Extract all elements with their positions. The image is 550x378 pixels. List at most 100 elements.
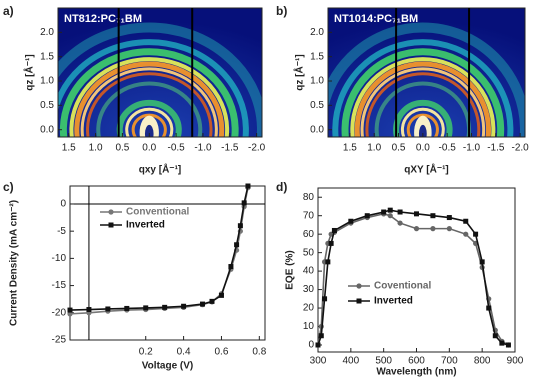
marker	[108, 222, 114, 228]
x-tick-label: 0.0	[416, 143, 430, 154]
x-tick-label: 0.6	[215, 347, 229, 358]
beam-stop	[144, 124, 154, 137]
y-tick-label: 0	[308, 340, 314, 351]
marker	[67, 307, 73, 313]
marker	[397, 209, 403, 215]
x-tick-label: 900	[507, 356, 524, 367]
marker	[67, 311, 73, 317]
y-tick-label: 0	[60, 199, 66, 210]
marker	[430, 226, 436, 232]
y-tick-label: 1.5	[310, 51, 324, 62]
ring	[96, 81, 203, 137]
x-tick-label: 0.5	[115, 143, 129, 154]
y-tick-label: 80	[303, 192, 315, 203]
y-tick-label: -20	[52, 307, 67, 318]
x-tick-label: 400	[342, 356, 359, 367]
marker	[387, 207, 393, 213]
marker	[209, 298, 215, 304]
marker	[200, 301, 206, 307]
y-tick-label: 30	[303, 284, 315, 295]
marker	[328, 240, 334, 246]
ring	[332, 39, 514, 137]
y-tick-label: 0.5	[310, 100, 324, 111]
ring	[350, 57, 496, 137]
y-tick-label: 2.0	[310, 27, 324, 38]
ring	[365, 72, 481, 137]
y-tick-label: -15	[52, 280, 67, 291]
axes-frame	[69, 185, 266, 341]
y-tick-label: -25	[52, 335, 67, 346]
ring	[58, 39, 249, 137]
panel-label: b)	[276, 4, 287, 18]
y-tick-label: 1.0	[40, 76, 54, 87]
y-axis-label: qz [Å⁻¹]	[293, 54, 306, 90]
marker	[234, 242, 240, 248]
ring	[59, 48, 239, 137]
marker	[499, 340, 505, 346]
y-tick-label: 1.5	[40, 51, 54, 62]
ring	[131, 113, 167, 137]
marker	[318, 333, 324, 339]
ring	[354, 61, 491, 137]
marker	[356, 298, 362, 304]
marker	[463, 218, 469, 224]
x-tick-label: -0.5	[167, 143, 185, 154]
marker	[463, 231, 469, 237]
ring	[400, 107, 445, 137]
y-tick-label: -5	[57, 226, 66, 237]
y-tick-label: 70	[303, 210, 315, 221]
x-tick-label: 1.5	[343, 143, 357, 154]
marker	[108, 209, 114, 215]
x-tick-label: 500	[375, 356, 392, 367]
ring	[74, 61, 225, 137]
marker	[143, 305, 149, 311]
series-line	[317, 213, 509, 346]
panel-title: NT1014:PC₇₁BM	[334, 13, 418, 25]
x-tick-label: -0.5	[439, 143, 457, 154]
marker	[241, 200, 247, 206]
marker	[181, 303, 187, 309]
marker	[473, 231, 479, 237]
y-tick-label: 1.0	[310, 76, 324, 87]
marker	[228, 264, 234, 270]
legend-label: Conventional	[126, 207, 190, 218]
panel-label: c)	[3, 180, 14, 194]
marker	[430, 213, 436, 219]
x-tick-label: 0.4	[177, 347, 191, 358]
marker	[397, 220, 403, 226]
y-tick-label: 20	[303, 303, 315, 314]
y-tick-label: 40	[303, 266, 315, 277]
ring	[360, 67, 486, 137]
x-tick-label: 300	[310, 356, 327, 367]
panel-title: NT812:PC₇₁BM	[64, 13, 142, 25]
axes-frame	[57, 7, 263, 138]
marker	[348, 218, 354, 224]
legend-label: Inverted	[126, 220, 165, 231]
marker	[331, 227, 337, 233]
x-tick-label: -2.0	[248, 143, 266, 154]
y-tick-label: 0.0	[40, 124, 54, 135]
ring	[86, 72, 213, 137]
marker	[446, 215, 452, 221]
marker	[218, 292, 224, 298]
y-tick-label: 50	[303, 247, 315, 258]
ring	[69, 57, 230, 137]
marker	[325, 259, 331, 265]
legend-label: Inverted	[374, 296, 413, 307]
ring	[341, 48, 505, 137]
series-line	[317, 209, 509, 346]
ring	[116, 99, 182, 137]
x-axis-label: Voltage (V)	[142, 361, 193, 372]
scattering-image	[328, 8, 525, 137]
x-tick-label: -1.0	[194, 143, 212, 154]
x-tick-label: 1.0	[367, 143, 381, 154]
marker	[315, 342, 321, 348]
x-tick-label: -1.5	[221, 143, 239, 154]
marker	[414, 211, 419, 217]
x-tick-label: -1.5	[487, 143, 505, 154]
x-tick-label: 0.8	[252, 347, 266, 358]
x-axis-label: qXY [Å⁻¹]	[404, 163, 449, 176]
axes-frame	[327, 7, 526, 138]
marker	[245, 183, 251, 189]
